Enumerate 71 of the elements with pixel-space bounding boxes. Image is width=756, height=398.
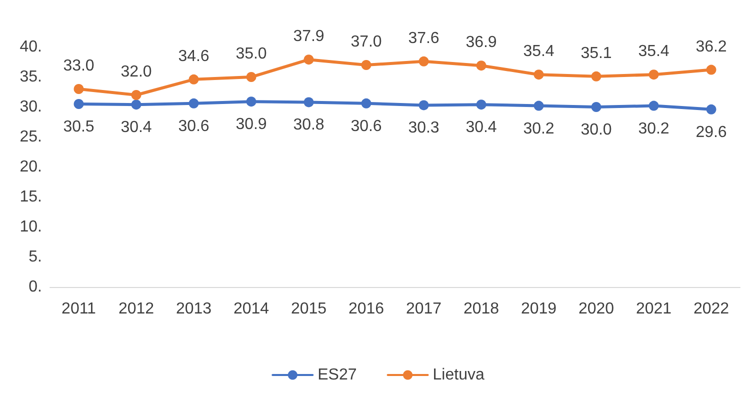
y-tick-label: 35. <box>20 68 42 86</box>
y-tick-label: 15. <box>20 188 42 206</box>
data-label: 35.1 <box>580 44 612 62</box>
data-label: 33.0 <box>63 58 94 74</box>
x-tick-label: 2011 <box>62 300 96 318</box>
point <box>131 100 142 110</box>
point <box>188 74 199 84</box>
data-label: 30.3 <box>408 120 440 137</box>
x-tick-label: 2015 <box>290 300 327 318</box>
point <box>246 72 256 82</box>
x-tick-label: 2012 <box>118 300 154 318</box>
y-tick-label: 25. <box>20 128 42 146</box>
point <box>476 60 486 71</box>
data-label: 30.2 <box>638 120 670 138</box>
data-label: 35.4 <box>523 43 554 60</box>
point <box>418 100 429 110</box>
data-label: 37.6 <box>408 30 440 47</box>
data-label: 30.9 <box>236 116 267 134</box>
data-label: 30.0 <box>580 122 612 138</box>
x-tick-label: 2014 <box>233 300 270 318</box>
data-label: 36.9 <box>466 34 497 52</box>
x-tick-label: 2013 <box>176 300 212 318</box>
y-tick-label: 20. <box>20 158 42 176</box>
x-tick-label: 2016 <box>348 300 384 318</box>
data-label: 37.9 <box>293 28 324 46</box>
y-tick-label: 30. <box>20 98 42 116</box>
point <box>706 64 716 75</box>
legend-label: ES27 <box>318 366 357 384</box>
data-label: 37.0 <box>350 34 382 50</box>
x-tick-label: 2020 <box>578 300 614 318</box>
y-tick-label: 5. <box>28 248 42 266</box>
data-label: 36.2 <box>696 38 727 56</box>
data-label: 35.4 <box>638 43 670 60</box>
point <box>361 98 372 108</box>
point <box>648 100 659 111</box>
point <box>534 100 544 111</box>
point <box>74 99 84 109</box>
point <box>131 90 142 100</box>
data-label: 30.5 <box>63 118 94 136</box>
x-tick-label: 2017 <box>406 300 442 318</box>
point <box>534 70 544 80</box>
y-tick-label: 0. <box>28 278 42 296</box>
data-label: 30.6 <box>178 118 210 135</box>
x-tick-label: 2021 <box>636 300 672 318</box>
data-label: 30.2 <box>523 120 554 138</box>
point <box>418 56 429 66</box>
data-label: 29.6 <box>696 124 727 141</box>
data-label: 30.4 <box>120 119 152 136</box>
point <box>188 98 199 108</box>
data-label: 32.0 <box>120 64 152 80</box>
point <box>304 54 314 65</box>
point <box>648 70 659 80</box>
x-tick-label: 2018 <box>463 300 500 318</box>
point <box>304 97 314 108</box>
legend-label: Lietuva <box>432 366 484 384</box>
data-label: 34.6 <box>178 48 210 65</box>
y-tick-label: 40. <box>20 38 42 56</box>
point <box>361 60 372 70</box>
point <box>74 84 84 94</box>
data-label: 30.4 <box>466 119 497 136</box>
data-label: 35.0 <box>236 46 267 62</box>
x-tick-label: 2022 <box>693 300 730 318</box>
point <box>706 104 716 114</box>
point <box>246 96 256 107</box>
y-tick-label: 10. <box>20 218 42 236</box>
data-label: 30.6 <box>350 118 382 135</box>
point <box>591 102 602 112</box>
data-label: 30.8 <box>293 116 324 134</box>
x-tick-label: 2019 <box>520 300 557 318</box>
point <box>591 71 602 82</box>
point <box>476 100 486 110</box>
